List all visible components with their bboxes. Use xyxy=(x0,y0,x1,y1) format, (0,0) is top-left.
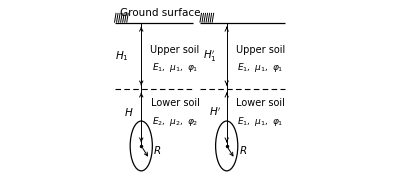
Text: $H'$: $H'$ xyxy=(209,106,221,118)
Text: $H_1$: $H_1$ xyxy=(115,49,128,63)
Text: $E_1,\ \mu_1,\ \varphi_1$: $E_1,\ \mu_1,\ \varphi_1$ xyxy=(152,61,198,74)
Text: Lower soil: Lower soil xyxy=(151,98,200,108)
Text: $H$: $H$ xyxy=(124,106,134,118)
Text: $E_1,\ \mu_1,\ \varphi_1$: $E_1,\ \mu_1,\ \varphi_1$ xyxy=(237,61,284,74)
Text: Ground surface: Ground surface xyxy=(120,8,200,18)
Text: $E_2,\ \mu_2,\ \varphi_2$: $E_2,\ \mu_2,\ \varphi_2$ xyxy=(152,114,198,128)
Text: $H_1'$: $H_1'$ xyxy=(203,48,217,64)
Text: Upper soil: Upper soil xyxy=(236,45,285,55)
Text: $R$: $R$ xyxy=(153,144,161,156)
Text: $E_1,\ \mu_1,\ \varphi_1$: $E_1,\ \mu_1,\ \varphi_1$ xyxy=(237,114,284,128)
Text: Lower soil: Lower soil xyxy=(236,98,285,108)
Text: $R$: $R$ xyxy=(240,144,248,156)
Text: Upper soil: Upper soil xyxy=(150,45,200,55)
